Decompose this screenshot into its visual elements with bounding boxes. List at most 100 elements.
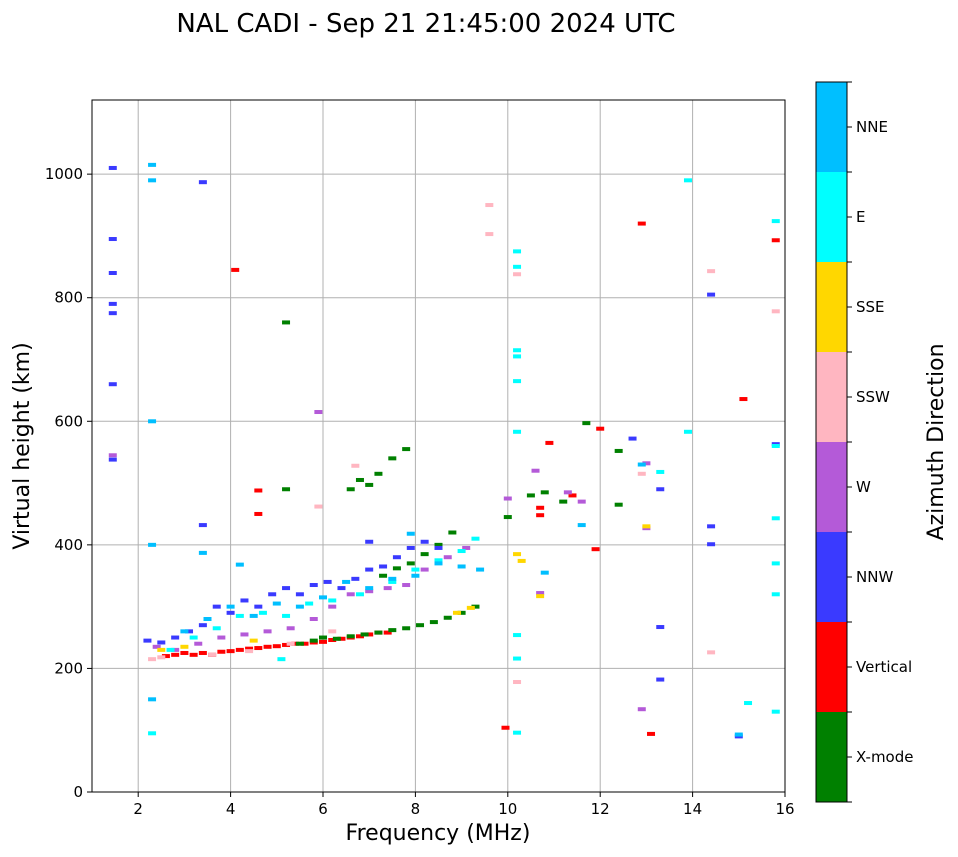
data-point bbox=[157, 647, 166, 652]
data-point bbox=[374, 471, 383, 476]
data-point bbox=[383, 630, 392, 635]
colorbar-segment bbox=[816, 442, 847, 532]
data-point bbox=[406, 561, 415, 566]
data-point bbox=[707, 269, 716, 274]
data-point bbox=[513, 429, 522, 434]
data-point bbox=[286, 641, 295, 646]
data-point bbox=[771, 709, 780, 714]
data-point bbox=[235, 647, 244, 652]
data-point bbox=[108, 457, 117, 462]
data-point bbox=[268, 592, 277, 597]
data-point bbox=[656, 677, 665, 682]
data-point bbox=[277, 657, 286, 662]
data-point bbox=[291, 641, 300, 646]
colorbar-segment bbox=[816, 352, 847, 442]
data-point bbox=[365, 539, 374, 544]
plot-grid bbox=[92, 100, 786, 793]
data-point bbox=[166, 647, 175, 652]
data-point bbox=[282, 487, 291, 492]
data-point bbox=[771, 592, 780, 597]
data-point bbox=[295, 604, 304, 609]
data-point bbox=[258, 610, 267, 615]
data-point bbox=[157, 640, 166, 645]
data-point bbox=[513, 379, 522, 384]
data-point bbox=[108, 311, 117, 316]
series-nnw bbox=[108, 165, 780, 739]
data-point bbox=[434, 558, 443, 563]
data-point bbox=[388, 628, 397, 633]
data-point bbox=[388, 579, 397, 584]
y-axis-ticks: 0 200 400 600 800 1000 bbox=[45, 165, 92, 801]
data-point bbox=[392, 555, 401, 560]
data-point bbox=[342, 579, 351, 584]
chart-title: NAL CADI - Sep 21 21:45:00 2024 UTC bbox=[176, 9, 675, 39]
data-point bbox=[245, 646, 254, 651]
data-point bbox=[272, 644, 281, 649]
data-point bbox=[513, 264, 522, 269]
data-point bbox=[108, 237, 117, 242]
data-point bbox=[771, 444, 780, 448]
data-point bbox=[388, 576, 397, 581]
y-axis-label: Virtual height (km) bbox=[10, 342, 35, 549]
data-point bbox=[282, 613, 291, 618]
data-point bbox=[337, 586, 346, 591]
data-point bbox=[707, 542, 716, 547]
data-point bbox=[157, 655, 166, 660]
data-point bbox=[420, 567, 429, 572]
data-point bbox=[108, 301, 117, 306]
series-sse bbox=[157, 524, 651, 652]
colorbar-segment bbox=[816, 712, 847, 802]
data-point bbox=[637, 471, 646, 476]
data-point bbox=[305, 601, 314, 606]
colorbar-segment bbox=[816, 622, 847, 712]
data-point bbox=[457, 610, 466, 615]
data-point bbox=[591, 547, 600, 552]
data-point bbox=[249, 638, 258, 643]
data-point bbox=[434, 542, 443, 547]
data-point bbox=[707, 650, 716, 655]
data-point bbox=[185, 629, 194, 634]
data-point bbox=[517, 558, 526, 563]
data-point bbox=[365, 632, 374, 637]
data-point bbox=[429, 620, 438, 625]
series-x-mode bbox=[282, 320, 623, 646]
colorbar-segment bbox=[816, 262, 847, 352]
data-point bbox=[642, 524, 651, 529]
data-point bbox=[513, 633, 522, 638]
data-point bbox=[245, 649, 254, 654]
data-point bbox=[365, 589, 374, 594]
data-point bbox=[485, 203, 494, 208]
data-point bbox=[383, 586, 392, 591]
data-point bbox=[323, 579, 332, 584]
data-point bbox=[328, 638, 337, 643]
data-point bbox=[540, 570, 549, 575]
colorbar: X-mode Vertical NNW W SSW SSE E NNE bbox=[816, 81, 913, 803]
y-tick-label: 800 bbox=[54, 289, 83, 307]
data-point bbox=[351, 463, 360, 468]
data-point bbox=[462, 545, 471, 550]
data-point bbox=[194, 641, 203, 646]
x-tick-label: 12 bbox=[591, 800, 610, 818]
data-point bbox=[161, 654, 170, 659]
data-point bbox=[148, 731, 157, 736]
data-point bbox=[300, 641, 309, 646]
data-point bbox=[355, 634, 364, 639]
data-point bbox=[332, 636, 341, 641]
y-tick-label: 1000 bbox=[45, 165, 83, 183]
data-point bbox=[420, 539, 429, 544]
y-tick-label: 600 bbox=[54, 412, 83, 430]
data-point bbox=[388, 456, 397, 461]
data-point bbox=[328, 629, 337, 634]
data-point bbox=[365, 567, 374, 572]
data-point bbox=[198, 550, 207, 555]
colorbar-tick-label: SSW bbox=[856, 388, 890, 406]
data-point bbox=[282, 642, 291, 647]
colorbar-tick-label: Vertical bbox=[856, 658, 912, 676]
data-point bbox=[309, 638, 318, 643]
data-point bbox=[254, 646, 263, 651]
data-point bbox=[637, 462, 646, 467]
data-point bbox=[568, 493, 577, 498]
x-axis-label: Frequency (MHz) bbox=[346, 821, 531, 846]
colorbar-tick-label: NNW bbox=[856, 568, 893, 586]
x-tick-label: 2 bbox=[133, 800, 143, 818]
